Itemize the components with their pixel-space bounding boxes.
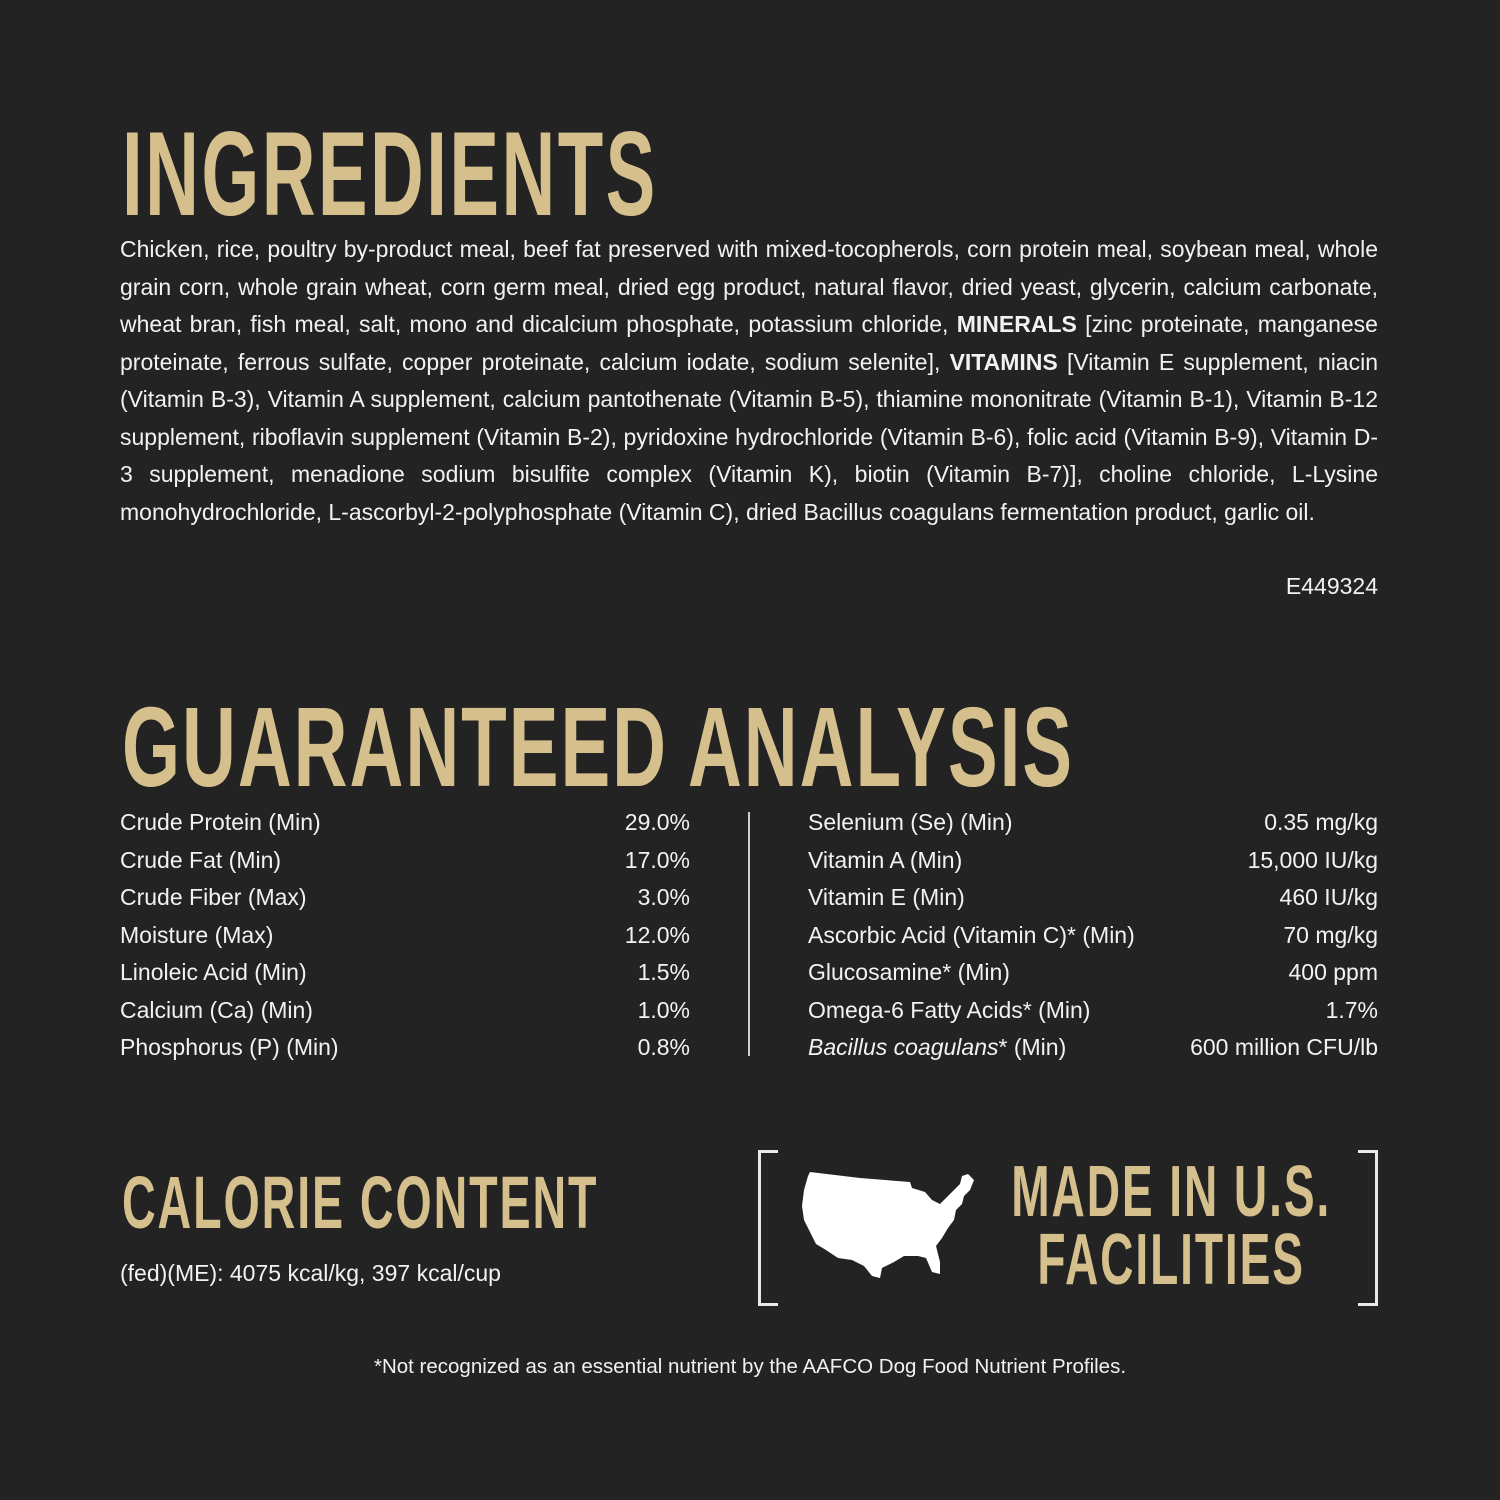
column-divider bbox=[748, 812, 750, 1056]
analysis-row: Phosphorus (P) (Min) 0.8% bbox=[120, 1029, 690, 1067]
ingredients-part: Chicken, rice, poultry by-product meal, … bbox=[120, 236, 1378, 337]
nutrient-value: 0.35 mg/kg bbox=[1264, 809, 1378, 835]
nutrient-label: Omega-6 Fatty Acids* (Min) bbox=[808, 996, 1091, 1023]
nutrient-label: Glucosamine* (Min) bbox=[808, 959, 1010, 985]
nutrient-label: Vitamin E (Min) bbox=[808, 884, 965, 910]
calorie-content-text: (fed)(ME): 4075 kcal/kg, 397 kcal/cup bbox=[120, 1260, 501, 1286]
analysis-row: Moisture (Max) 12.0% bbox=[120, 917, 690, 955]
nutrient-label: Linoleic Acid (Min) bbox=[120, 959, 307, 985]
analysis-row: Selenium (Se) (Min) 0.35 mg/kg bbox=[808, 804, 1378, 842]
made-in-usa-badge: MADE IN U.S. FACILITIES bbox=[1008, 1152, 1334, 1300]
ingredients-part: [zinc proteinate, manganese proteinate, … bbox=[120, 311, 1378, 375]
nutrient-label-suffix: * (Min) bbox=[998, 1034, 1067, 1060]
nutrient-label: Crude Protein (Min) bbox=[120, 809, 321, 835]
analysis-row: Calcium (Ca) (Min) 1.0% bbox=[120, 992, 690, 1030]
analysis-row: Omega-6 Fatty Acids* (Min) 1.7% bbox=[808, 992, 1378, 1030]
nutrient-label: Vitamin A (Min) bbox=[808, 846, 963, 873]
analysis-row: Linoleic Acid (Min) 1.5% bbox=[120, 954, 690, 992]
guaranteed-analysis-heading: GUARANTEED ANALYSIS bbox=[122, 684, 1075, 810]
nutrient-label: Selenium (Se) (Min) bbox=[808, 809, 1013, 835]
nutrient-value: 1.7% bbox=[1325, 996, 1378, 1023]
nutrient-value: 29.0% bbox=[624, 809, 690, 835]
nutrient-value: 15,000 IU/kg bbox=[1247, 846, 1378, 873]
calorie-content-heading: CALORIE CONTENT bbox=[122, 1161, 599, 1244]
nutrient-label: Crude Fat (Min) bbox=[120, 846, 282, 873]
nutrient-label: Ascorbic Acid (Vitamin C)* (Min) bbox=[808, 921, 1135, 948]
analysis-right-column: Selenium (Se) (Min) 0.35 mg/kg Vitamin A … bbox=[808, 804, 1378, 1067]
nutrient-value: 3.0% bbox=[637, 884, 690, 910]
left-bracket bbox=[758, 1150, 778, 1306]
nutrient-value: 1.5% bbox=[637, 959, 690, 985]
analysis-row: Vitamin A (Min) 15,000 IU/kg bbox=[808, 842, 1378, 880]
footnote: *Not recognized as an essential nutrient… bbox=[373, 1355, 1127, 1378]
right-bracket bbox=[1358, 1150, 1378, 1306]
nutrient-value: 12.0% bbox=[624, 921, 690, 948]
usa-map-icon bbox=[802, 1172, 974, 1278]
analysis-row: Crude Fiber (Max) 3.0% bbox=[120, 879, 690, 917]
badge-line-2: FACILITIES bbox=[1037, 1220, 1305, 1300]
analysis-left-column: Crude Protein (Min) 29.0% Crude Fat (Min)… bbox=[120, 804, 690, 1067]
ingredients-part: [Vitamin E supplement, niacin (Vitamin B… bbox=[120, 348, 1378, 525]
ingredients-heading: INGREDIENTS bbox=[122, 107, 658, 241]
nutrient-value: 1.0% bbox=[637, 996, 690, 1023]
nutrient-label: Crude Fiber (Max) bbox=[120, 884, 307, 910]
analysis-row: Ascorbic Acid (Vitamin C)* (Min) 70 mg/kg bbox=[808, 917, 1378, 955]
product-code: E449324 bbox=[1285, 573, 1378, 599]
nutrient-label: Moisture (Max) bbox=[120, 921, 274, 948]
analysis-row: Vitamin E (Min) 460 IU/kg bbox=[808, 879, 1378, 917]
vitamins-label: VITAMINS bbox=[949, 348, 1058, 375]
nutrient-label: Bacillus coagulans* (Min) bbox=[808, 1029, 1066, 1067]
analysis-row: Crude Protein (Min) 29.0% bbox=[120, 804, 690, 842]
ingredients-text: Chicken, rice, poultry by-product meal, … bbox=[120, 231, 1378, 531]
analysis-row: Crude Fat (Min) 17.0% bbox=[120, 842, 690, 880]
nutrient-value: 600 million CFU/lb bbox=[1190, 1034, 1378, 1060]
nutrient-value: 17.0% bbox=[624, 846, 690, 873]
minerals-label: MINERALS bbox=[956, 311, 1077, 337]
nutrient-value: 400 ppm bbox=[1288, 959, 1378, 985]
analysis-row: Bacillus coagulans* (Min) 600 million CFU… bbox=[808, 1029, 1378, 1067]
nutrient-value: 460 IU/kg bbox=[1279, 884, 1378, 910]
nutrient-label: Calcium (Ca) (Min) bbox=[120, 996, 313, 1023]
nutrient-label-italic: Bacillus coagulans bbox=[808, 1034, 999, 1060]
nutrient-value: 70 mg/kg bbox=[1283, 921, 1378, 948]
badge-line-1: MADE IN U.S. bbox=[1011, 1152, 1332, 1232]
nutrient-value: 0.8% bbox=[637, 1034, 690, 1060]
nutrient-label: Phosphorus (P) (Min) bbox=[120, 1034, 339, 1060]
analysis-row: Glucosamine* (Min) 400 ppm bbox=[808, 954, 1378, 992]
